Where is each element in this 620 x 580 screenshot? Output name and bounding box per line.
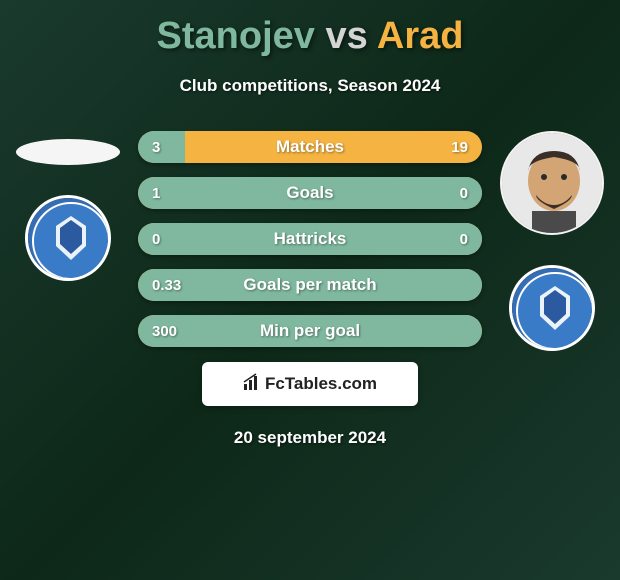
stat-row-gpm: 0.33 Goals per match — [138, 269, 482, 301]
stat-right-value: 0 — [460, 231, 468, 248]
title-player1: Stanojev — [157, 15, 315, 57]
stat-right-value: 0 — [460, 185, 468, 202]
player2-team-logo — [509, 265, 595, 351]
left-avatar-column — [8, 131, 128, 281]
team-logo-graphic — [28, 198, 108, 278]
player1-avatar-placeholder — [16, 139, 120, 165]
stat-left-value: 3 — [152, 139, 160, 156]
subtitle: Club competitions, Season 2024 — [8, 76, 612, 96]
shield-icon — [28, 198, 111, 281]
brand-label: FcTables.com — [265, 374, 377, 394]
stat-left-value: 300 — [152, 323, 177, 340]
stat-left-value: 1 — [152, 185, 160, 202]
stat-right-value: 19 — [451, 139, 468, 156]
right-avatar-column — [492, 131, 612, 351]
stat-row-hattricks: 0 Hattricks 0 — [138, 223, 482, 255]
brand-text: FcTables.com — [243, 373, 377, 396]
shield-icon — [512, 268, 595, 351]
team-logo-graphic — [512, 268, 592, 348]
stat-row-goals: 1 Goals 0 — [138, 177, 482, 209]
player1-team-logo — [25, 195, 111, 281]
stat-row-matches: 3 Matches 19 — [138, 131, 482, 163]
stat-label: Hattricks — [138, 229, 482, 249]
page-title: Stanojev vs Arad — [8, 15, 612, 58]
player2-avatar — [500, 131, 604, 235]
main-container: Stanojev vs Arad Club competitions, Seas… — [0, 0, 620, 458]
title-player2: Arad — [377, 15, 464, 57]
content-row: 3 Matches 19 1 Goals 0 0 Hattricks 0 0.3… — [8, 131, 612, 448]
stat-left-value: 0.33 — [152, 277, 181, 294]
stat-left-value: 0 — [152, 231, 160, 248]
stat-label: Min per goal — [138, 321, 482, 341]
stats-column: 3 Matches 19 1 Goals 0 0 Hattricks 0 0.3… — [128, 131, 492, 448]
stat-label: Goals — [138, 183, 482, 203]
chart-icon — [243, 373, 261, 396]
avatar-face-graphic — [502, 133, 602, 233]
stat-row-mpg: 300 Min per goal — [138, 315, 482, 347]
stat-label: Matches — [138, 137, 482, 157]
date-label: 20 september 2024 — [138, 428, 482, 448]
title-vs: vs — [325, 15, 367, 57]
brand-box[interactable]: FcTables.com — [202, 362, 418, 406]
stat-label: Goals per match — [138, 275, 482, 295]
